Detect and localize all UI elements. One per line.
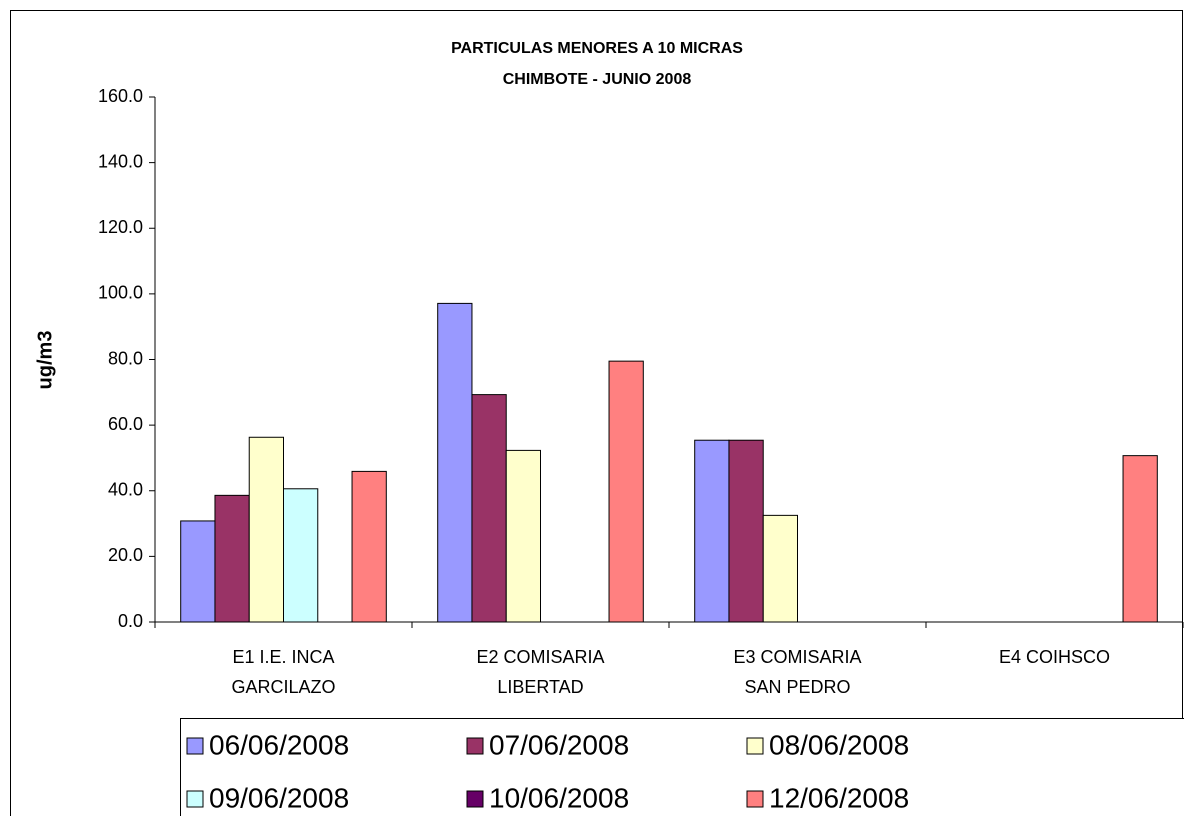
legend-swatch xyxy=(186,790,204,808)
x-tick-label: E4 COIHSCO xyxy=(999,647,1110,667)
y-tick-label: 0.0 xyxy=(118,611,143,631)
x-tick-label: E3 COMISARIA SAN PEDRO xyxy=(733,647,861,697)
bar xyxy=(437,302,473,623)
chart-title: PARTICULAS MENORES A 10 MICRAS xyxy=(451,40,743,57)
chart-subtitle: CHIMBOTE - JUNIO 2008 xyxy=(503,71,692,88)
y-tick-label: 80.0 xyxy=(108,348,143,368)
bar xyxy=(471,394,507,623)
legend-label: 07/06/2008 xyxy=(489,729,629,760)
y-tick-label: 40.0 xyxy=(108,480,143,500)
legend-label: 10/06/2008 xyxy=(489,782,629,813)
x-tick-label: E2 COMISARIA LIBERTAD xyxy=(476,647,604,697)
bar xyxy=(608,360,644,623)
y-tick-label: 140.0 xyxy=(98,151,143,171)
legend-label: 12/06/2008 xyxy=(769,782,909,813)
y-tick-label: 20.0 xyxy=(108,545,143,565)
bar xyxy=(351,470,387,623)
y-tick-label: 100.0 xyxy=(98,283,143,303)
bar xyxy=(762,514,799,623)
legend-swatch xyxy=(466,737,484,755)
bar xyxy=(248,436,285,623)
bar xyxy=(214,494,250,623)
y-axis-label: ug/m3 xyxy=(34,331,56,390)
x-tick-label: E1 I.E. INCA GARCILAZO xyxy=(231,647,335,697)
legend-swatch xyxy=(746,790,764,808)
bar xyxy=(694,439,730,623)
bar xyxy=(180,520,216,623)
legend-swatch xyxy=(466,790,484,808)
legend-label: 06/06/2008 xyxy=(209,729,349,760)
legend-box xyxy=(180,718,1184,816)
chart-frame xyxy=(10,10,1183,816)
bar xyxy=(1122,455,1158,623)
bar xyxy=(505,449,542,623)
y-tick-label: 160.0 xyxy=(98,86,143,106)
bar xyxy=(283,488,319,623)
legend-label: 09/06/2008 xyxy=(209,782,349,813)
y-tick-label: 60.0 xyxy=(108,414,143,434)
bar xyxy=(728,439,764,623)
legend-swatch xyxy=(186,737,204,755)
legend-swatch xyxy=(746,737,764,755)
y-tick-label: 120.0 xyxy=(98,217,143,237)
legend-label: 08/06/2008 xyxy=(769,729,909,760)
